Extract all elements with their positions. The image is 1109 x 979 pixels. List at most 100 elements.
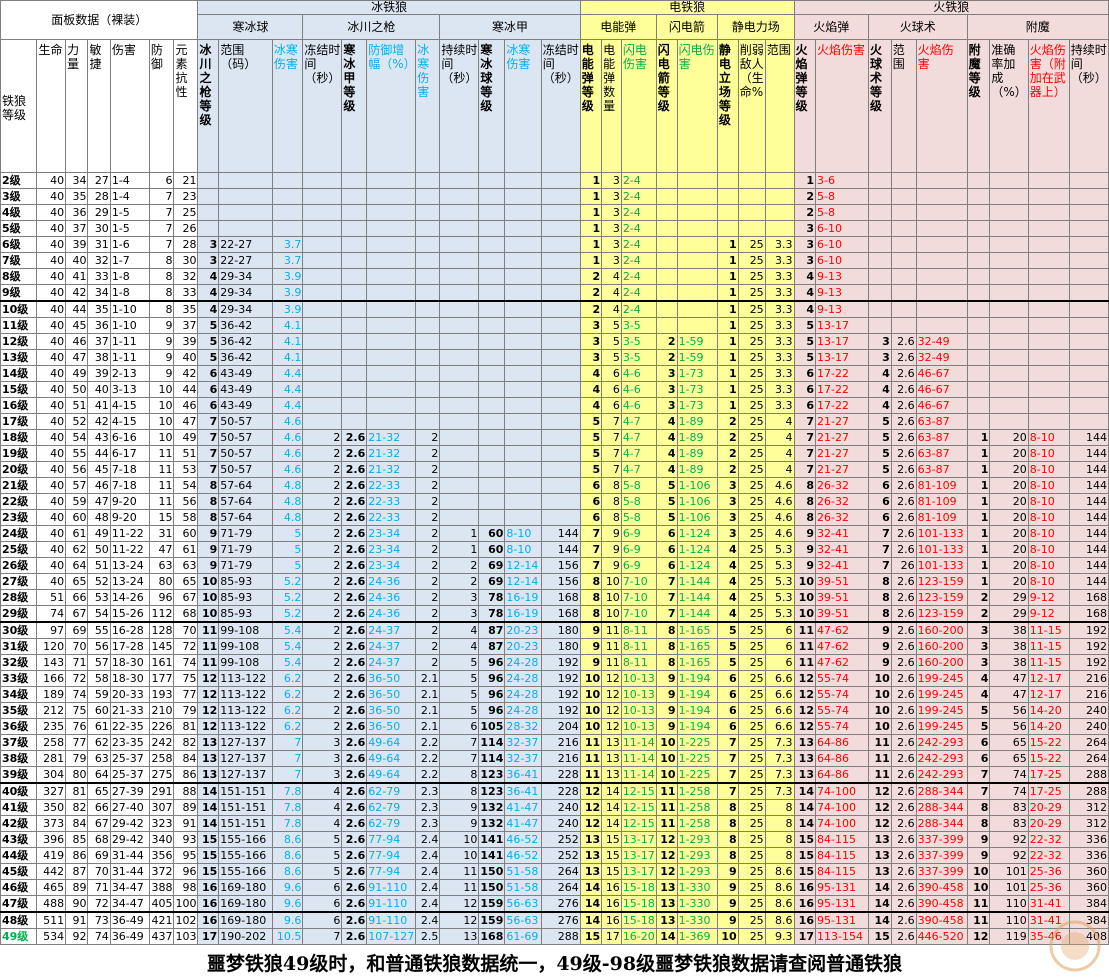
stat-cell: 13 bbox=[655, 895, 678, 913]
stat-cell: 7 bbox=[716, 766, 739, 784]
stat-cell: 199-245 bbox=[915, 670, 968, 687]
stat-cell: 3 bbox=[579, 317, 603, 334]
stat-cell bbox=[439, 268, 480, 285]
stat-cell: 91-110 bbox=[366, 879, 417, 896]
stat-cell: 5.2 bbox=[271, 573, 304, 590]
stat-cell: 10 bbox=[966, 863, 991, 880]
stat-cell: 2.6 bbox=[890, 879, 917, 896]
stat-cell: 8 bbox=[579, 573, 603, 590]
stat-cell: 2 bbox=[302, 445, 343, 462]
stat-cell: 17-22 bbox=[814, 397, 869, 414]
stat-cell: 13 bbox=[439, 928, 480, 945]
stat-cell: 4-6 bbox=[620, 381, 657, 398]
stat-cell bbox=[989, 349, 1029, 366]
stat-cell: 8 bbox=[764, 799, 795, 816]
stat-cell: 12-17 bbox=[1027, 670, 1070, 687]
stat-cell: 10 bbox=[148, 429, 175, 446]
stat-cell: 46 bbox=[87, 477, 111, 494]
stat-cell: 2 bbox=[302, 654, 343, 671]
stat-cell: 7 bbox=[966, 782, 991, 800]
stat-cell bbox=[415, 268, 441, 285]
stat-cell bbox=[302, 268, 343, 285]
stat-cell: 2.6 bbox=[341, 589, 368, 606]
stat-cell: 62 bbox=[87, 734, 111, 751]
stat-cell: 51 bbox=[36, 589, 67, 606]
stat-cell: 1-194 bbox=[676, 702, 718, 719]
stat-cell: 9 bbox=[148, 317, 175, 334]
stat-cell: 405 bbox=[148, 895, 175, 913]
stat-cell: 15-22 bbox=[1027, 734, 1070, 751]
stat-cell bbox=[504, 509, 542, 526]
stat-cell: 360 bbox=[1068, 863, 1109, 880]
stat-cell: 23-34 bbox=[366, 557, 417, 574]
level-cell: 37级 bbox=[0, 734, 38, 751]
stat-cell: 7.8 bbox=[271, 815, 304, 832]
stat-cell: 150 bbox=[478, 879, 506, 896]
level-cell: 13级 bbox=[0, 349, 38, 366]
stat-cell bbox=[415, 381, 441, 398]
stat-cell: 47-62 bbox=[814, 654, 869, 671]
stat-cell: 29 bbox=[989, 605, 1029, 623]
level-cell: 26级 bbox=[0, 557, 38, 574]
level-cell: 33级 bbox=[0, 670, 38, 687]
stat-cell: 45 bbox=[87, 461, 111, 478]
stat-cell: 2 bbox=[793, 204, 816, 221]
stat-cell bbox=[439, 300, 480, 318]
stat-cell: 40 bbox=[36, 445, 67, 462]
stat-cell: 9 bbox=[793, 541, 816, 558]
stat-cell bbox=[1027, 204, 1070, 221]
stat-cell: 5.4 bbox=[271, 638, 304, 655]
stat-cell: 13 bbox=[197, 734, 220, 751]
stat-cell: 8 bbox=[764, 831, 795, 848]
stat-cell bbox=[915, 317, 968, 334]
stat-cell: 40 bbox=[36, 557, 67, 574]
stat-cell: 40 bbox=[36, 220, 67, 237]
stat-cell: 14 bbox=[867, 895, 892, 913]
stat-cell: 4 bbox=[302, 799, 343, 816]
stat-cell: 17-25 bbox=[1027, 766, 1070, 784]
stat-cell: 190-202 bbox=[218, 928, 273, 945]
stat-cell bbox=[341, 333, 368, 350]
stat-cell bbox=[1027, 252, 1070, 269]
stat-cell: 1 bbox=[966, 493, 991, 510]
stat-cell: 2.6 bbox=[890, 911, 917, 929]
stat-cell: 8-10 bbox=[1027, 445, 1070, 462]
stat-cell: 4 bbox=[966, 686, 991, 703]
stat-cell bbox=[716, 204, 739, 221]
stat-cell: 7 bbox=[271, 766, 304, 784]
stat-cell: 11 bbox=[867, 734, 892, 751]
stat-cell: 6 bbox=[716, 686, 739, 703]
stat-cell: 350 bbox=[36, 799, 67, 816]
stat-cell: 2.6 bbox=[341, 605, 368, 623]
stat-cell: 6-10 bbox=[814, 252, 869, 269]
table-row: 18级 40 54 43 6-16 10 49 7 50-57 4.6 2 2.6 21-32 2 5 7 4-… bbox=[0, 429, 1109, 446]
stat-cell: 4 bbox=[793, 284, 816, 302]
stat-cell: 8 bbox=[601, 477, 622, 494]
stat-cell: 80 bbox=[65, 766, 89, 784]
stat-cell: 15-18 bbox=[620, 895, 657, 913]
stat-cell bbox=[1027, 381, 1070, 398]
stat-cell: 97 bbox=[36, 621, 67, 639]
stat-cell: 8.6 bbox=[271, 863, 304, 880]
column-header: 力量 bbox=[65, 39, 89, 173]
stat-cell: 6 bbox=[655, 557, 678, 574]
stat-cell: 74 bbox=[36, 605, 67, 623]
stat-cell: 4 bbox=[197, 284, 220, 302]
stat-cell bbox=[890, 317, 917, 334]
stat-cell: 1 bbox=[716, 365, 739, 382]
stat-cell: 216 bbox=[1068, 670, 1109, 687]
stat-cell: 8 bbox=[793, 509, 816, 526]
stat-cell: 52 bbox=[87, 573, 111, 590]
stat-cell: 8 bbox=[655, 638, 678, 655]
column-header: 火球术等级 bbox=[867, 39, 892, 173]
stat-cell: 9 bbox=[197, 541, 220, 558]
stat-cell: 2.6 bbox=[341, 750, 368, 767]
stat-cell: 1-59 bbox=[676, 349, 718, 366]
stat-cell: 6 bbox=[655, 525, 678, 542]
stat-cell bbox=[989, 300, 1029, 318]
stat-cell: 10 bbox=[867, 702, 892, 719]
stat-cell bbox=[197, 220, 220, 237]
stat-cell: 40 bbox=[36, 381, 67, 398]
stat-cell bbox=[439, 381, 480, 398]
stat-cell: 12 bbox=[579, 799, 603, 816]
